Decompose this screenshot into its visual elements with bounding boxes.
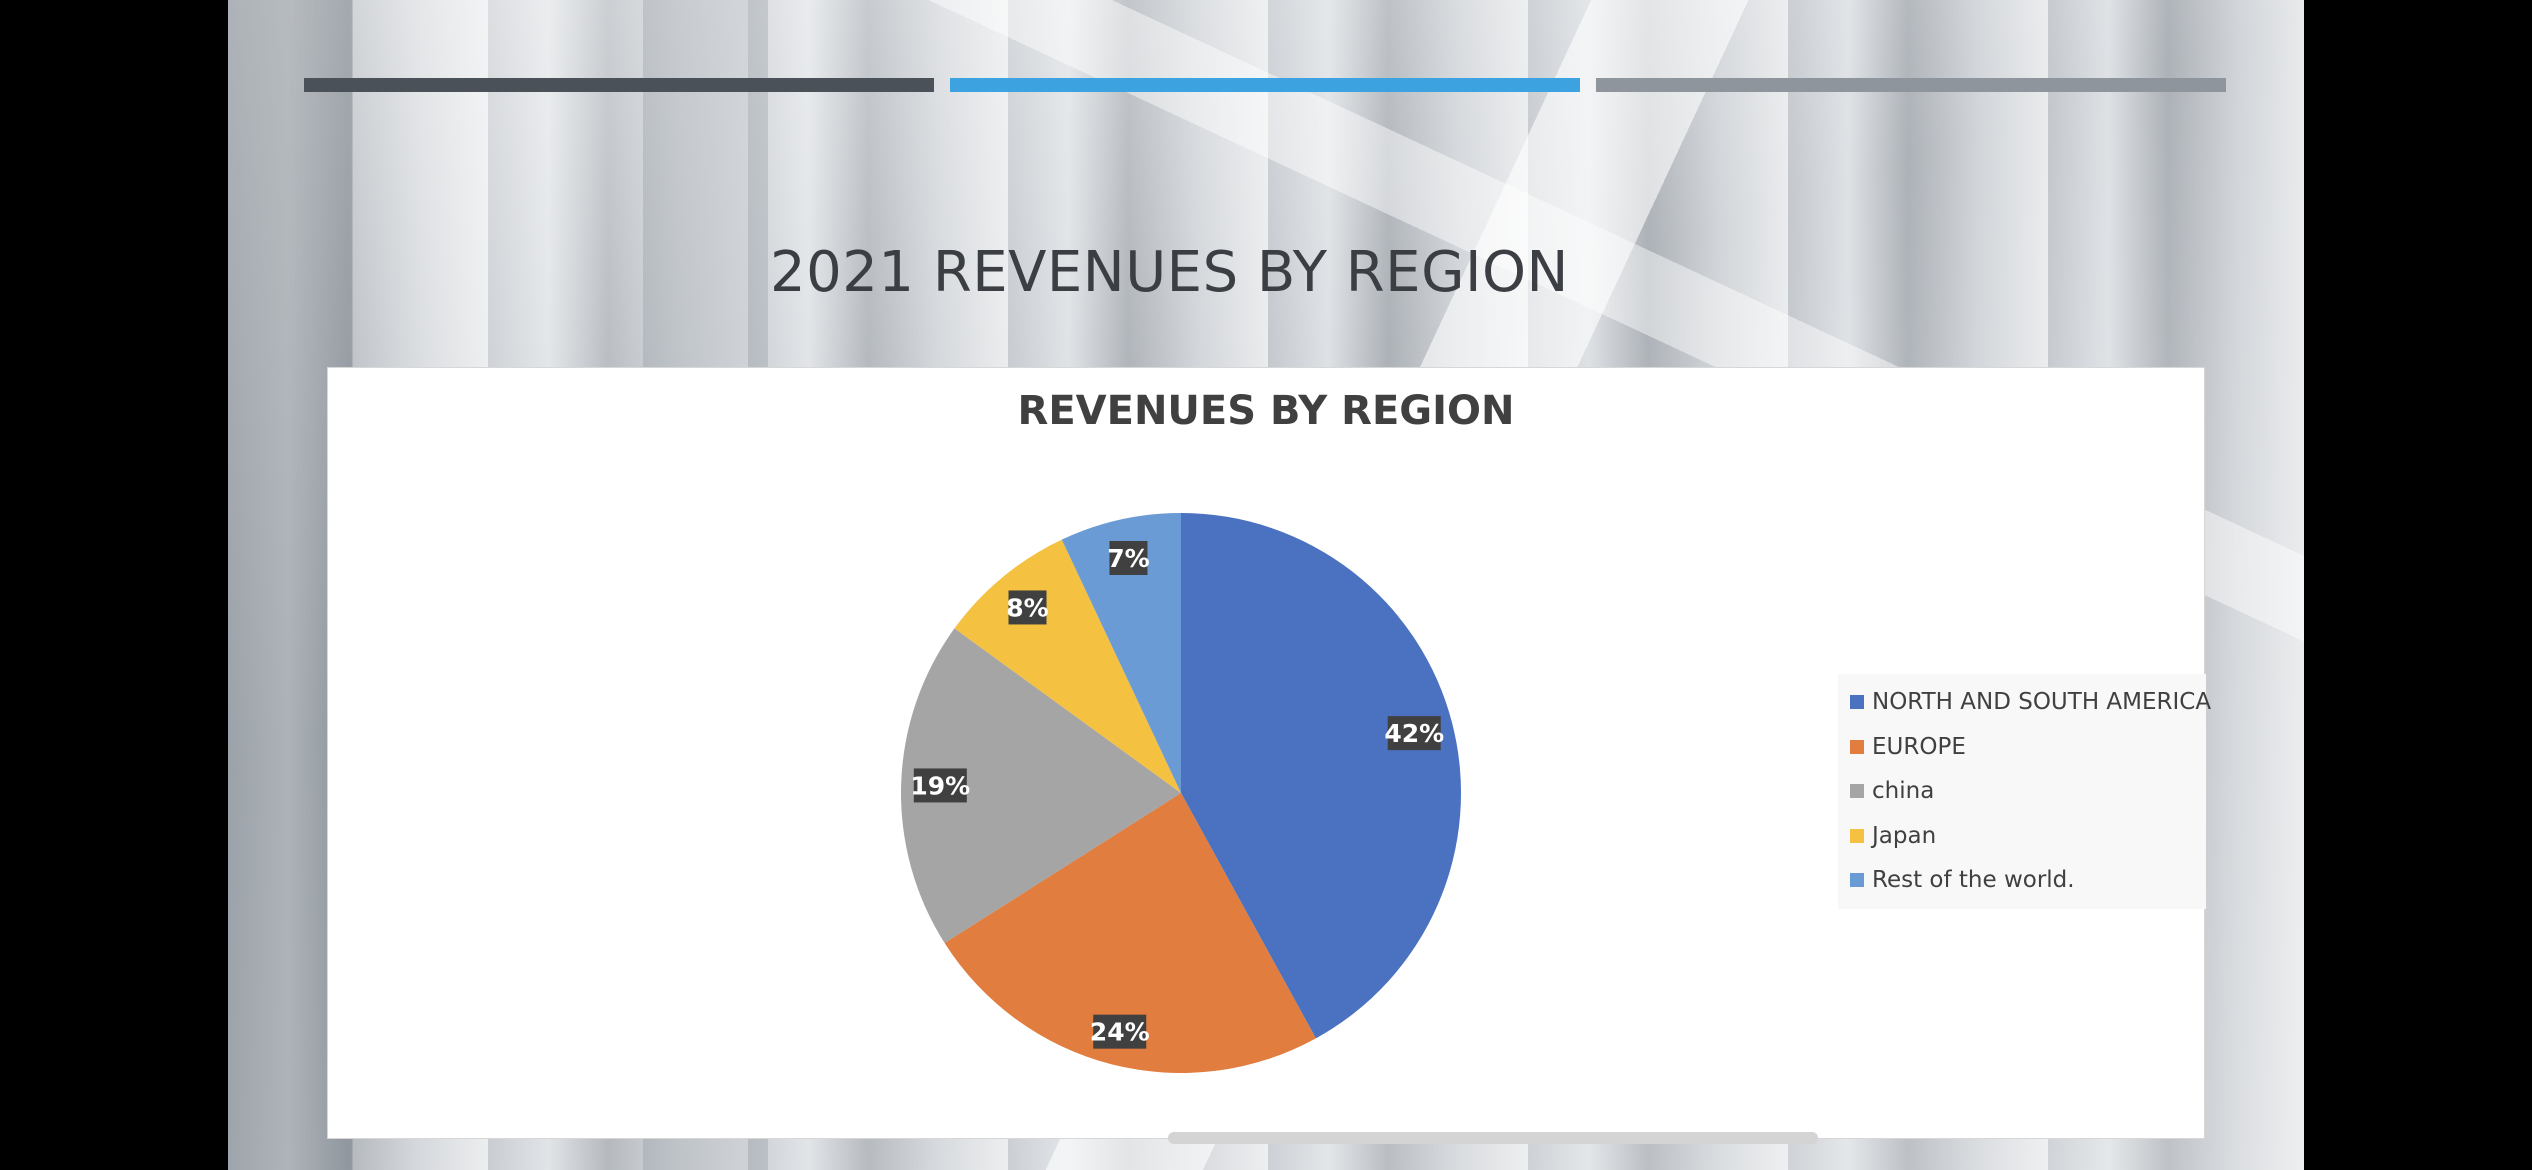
legend-swatch xyxy=(1850,739,1864,754)
data-label-0: 42% xyxy=(1384,716,1444,751)
slide-title: 2021 REVENUES BY REGION xyxy=(770,240,1569,305)
svg-text:7%: 7% xyxy=(1107,544,1149,573)
data-label-1: 24% xyxy=(1090,1014,1150,1049)
legend-label: EUROPE xyxy=(1872,733,1966,760)
data-label-2: 19% xyxy=(910,768,970,803)
legend-item: Rest of the world. xyxy=(1850,858,2206,903)
legend-label: NORTH AND SOUTH AMERICA xyxy=(1872,689,2212,716)
data-label-4: 7% xyxy=(1107,540,1150,575)
accent-bar-dark xyxy=(304,78,934,92)
svg-text:24%: 24% xyxy=(1090,1018,1150,1047)
legend-item: china xyxy=(1850,769,2206,814)
pie-slice-1 xyxy=(944,793,1316,1073)
legend-label: Rest of the world. xyxy=(1872,867,2075,894)
horizontal-scrollbar[interactable] xyxy=(1168,1132,1818,1144)
legend-swatch xyxy=(1850,784,1864,799)
data-label-3: 8% xyxy=(1006,590,1049,625)
legend-swatch xyxy=(1850,873,1864,888)
pie-slice-4 xyxy=(1061,513,1181,793)
chart-panel[interactable]: REVENUES BY REGION 42% 24% 19% 8% 7% NORTH A… xyxy=(328,368,2211,1138)
legend-item: Japan xyxy=(1850,814,2206,859)
svg-text:8%: 8% xyxy=(1006,593,1048,622)
pie-slice-0 xyxy=(1181,513,1461,1039)
legend-item: EUROPE xyxy=(1850,725,2206,770)
chart-title: REVENUES BY REGION xyxy=(1017,388,1515,434)
legend-label: Japan xyxy=(1872,822,1937,849)
slide: 2021 REVENUES BY REGION REVENUES BY REGI… xyxy=(228,0,2304,1170)
pie-chart: 42% 24% 19% 8% 7% xyxy=(901,513,1461,1073)
accent-bar-gray xyxy=(1596,78,2226,92)
chart-legend: NORTH AND SOUTH AMERICA EUROPE china Japan R… xyxy=(1838,674,2211,909)
legend-swatch xyxy=(1850,695,1864,710)
legend-item: NORTH AND SOUTH AMERICA xyxy=(1850,680,2211,725)
legend-label: china xyxy=(1872,778,1935,805)
svg-text:19%: 19% xyxy=(910,771,970,800)
accent-bar-blue xyxy=(950,78,1580,92)
pie-slice-2 xyxy=(901,628,1181,944)
svg-text:42%: 42% xyxy=(1384,719,1444,748)
legend-swatch xyxy=(1850,828,1864,843)
